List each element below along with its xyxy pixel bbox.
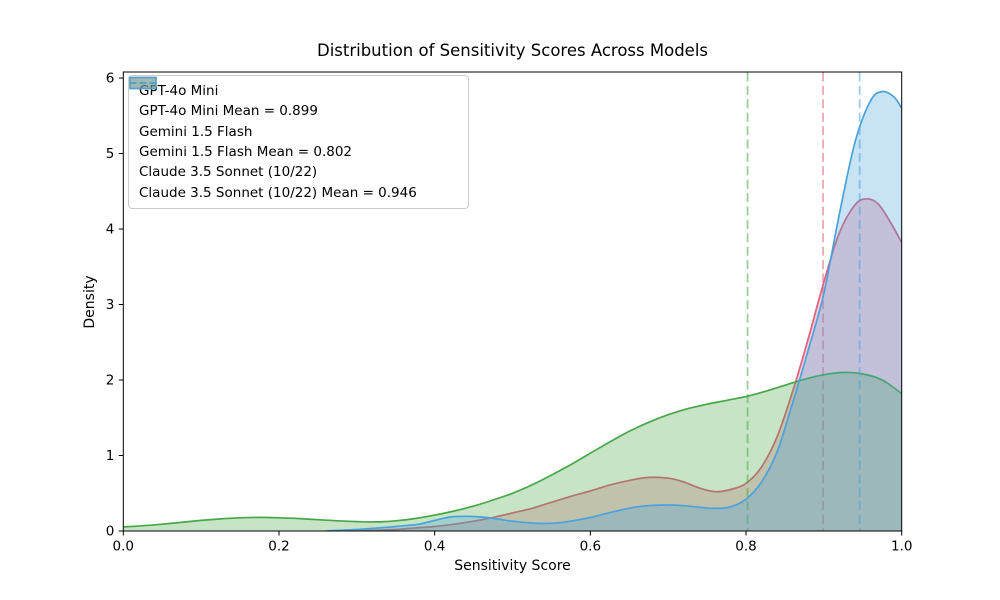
- legend-item: Gemini 1.5 Flash: [129, 76, 458, 140]
- x-tick-label: 0.6: [580, 539, 601, 555]
- y-tick-label: 6: [106, 71, 115, 87]
- legend-item: GPT-4o Mini Mean = 0.899: [130, 82, 458, 120]
- legend-item-label: Gemini 1.5 Flash: [139, 123, 253, 140]
- kde-line-claude-3-5-sonnet-10-22: [325, 90, 902, 531]
- plot-border: [122, 71, 903, 532]
- x-tick-label: 0.2: [268, 539, 289, 555]
- legend: GPT-4o Mini GPT-4o Mini Mean = 0.899 Gemin…: [128, 75, 469, 209]
- y-tick-label: 3: [106, 297, 115, 313]
- legend-item: GPT-4o Mini: [129, 76, 458, 100]
- y-tick-label: 4: [106, 222, 115, 238]
- chart-title: Distribution of Sensitivity Scores Acros…: [316, 41, 708, 60]
- x-tick-label: 0.8: [735, 539, 756, 555]
- y-tick-label: 2: [106, 373, 115, 389]
- y-tick-label: 5: [106, 146, 115, 162]
- y-tick-label: 1: [106, 448, 115, 464]
- legend-item-label: Claude 3.5 Sonnet (10/22) Mean = 0.946: [139, 184, 417, 201]
- legend-item: Claude 3.5 Sonnet (10/22) Mean = 0.946: [130, 82, 458, 201]
- kde-fill-gpt-4o-mini: [356, 198, 902, 531]
- legend-item-label: GPT-4o Mini Mean = 0.899: [139, 103, 318, 120]
- kde-line-gpt-4o-mini: [356, 197, 902, 531]
- x-axis-label: Sensitivity Score: [454, 558, 571, 574]
- x-tick-label: 1.0: [891, 539, 912, 555]
- kde-fill-claude-3-5-sonnet-10-22: [325, 91, 902, 531]
- kde-line-gemini-1-5-flash: [123, 371, 902, 528]
- legend-item-label: GPT-4o Mini: [139, 83, 219, 100]
- x-tick-label: 0.4: [424, 539, 445, 555]
- legend-item: Gemini 1.5 Flash Mean = 0.802: [130, 82, 458, 161]
- y-tick-label: 0: [106, 524, 115, 540]
- legend-item-label: Gemini 1.5 Flash Mean = 0.802: [139, 144, 353, 161]
- legend-item: Claude 3.5 Sonnet (10/22): [129, 76, 458, 181]
- legend-item-label: Claude 3.5 Sonnet (10/22): [139, 164, 318, 181]
- legend-dashed-swatch: [130, 82, 156, 84]
- y-axis-label: Density: [82, 275, 98, 329]
- kde-fill-gemini-1-5-flash: [123, 372, 902, 531]
- x-tick-label: 0.0: [113, 539, 134, 555]
